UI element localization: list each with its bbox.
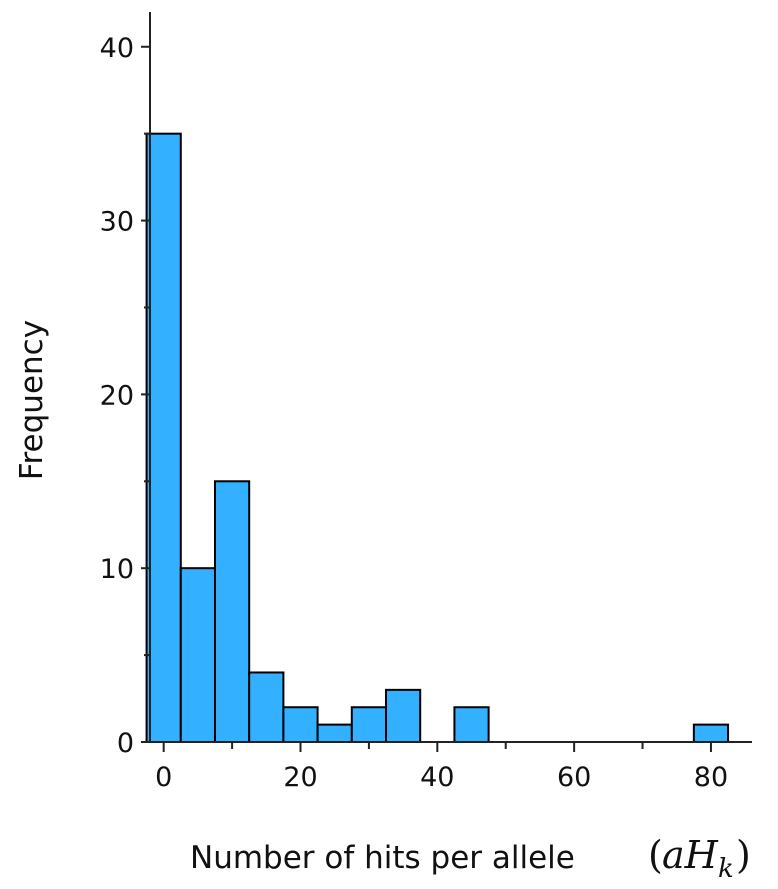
x-axis-label-math-close: ) [736,833,751,877]
histogram-bar-3 [248,671,285,744]
x-tick-label-20: 20 [283,762,317,793]
y-tick-label-0: 0 [117,728,134,759]
x-axis-label-text: Number of hits per allele [190,840,575,876]
y-axis-label: Frequency [14,320,50,480]
y-tick-label-40: 40 [100,33,134,64]
y-tick-label-10: 10 [100,554,134,585]
histogram-bar-6 [350,706,388,744]
bars-group [145,132,730,744]
y-tick-label-20: 20 [100,380,134,411]
histogram-bar-8 [453,706,490,744]
histogram-bar-9 [692,723,730,743]
ticks-group: 0 10 20 30 40 0 20 40 60 80 [100,33,728,793]
histogram-bar-2 [213,480,251,743]
x-axis-label: Number of hits per allele ( aH k ) [190,833,751,884]
y-tick-label-30: 30 [100,207,134,238]
histogram-bar-4 [282,706,319,744]
x-tick-label-40: 40 [420,762,454,793]
x-tick-label-0: 0 [155,762,172,793]
histogram-bar-0 [145,132,182,743]
histogram-bar-7 [385,688,422,743]
histogram-bar-5 [316,723,353,743]
x-axis-label-math-open: ( [648,833,663,877]
x-axis-label-math-base: aH [662,833,719,877]
histogram-bar-1 [179,567,216,744]
x-tick-label-80: 80 [694,762,728,793]
x-axis-label-math-subscript: k [718,854,734,884]
x-tick-label-60: 60 [557,762,591,793]
